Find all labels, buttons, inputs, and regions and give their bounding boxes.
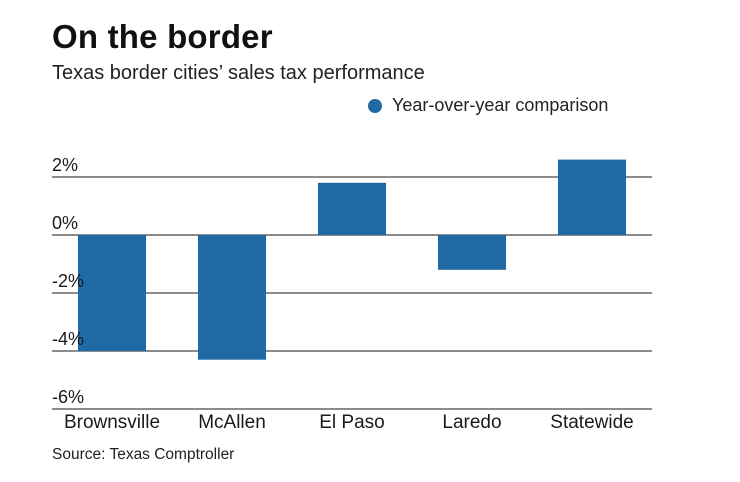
x-tick-label: Laredo (442, 412, 501, 433)
bar-mcallen (198, 235, 266, 360)
chart-subtitle: Texas border cities’ sales tax performan… (52, 62, 425, 84)
x-tick-label: Brownsville (64, 412, 160, 433)
legend-marker (368, 98, 382, 113)
gridlines (52, 176, 652, 410)
y-tick-label: -6% (52, 387, 84, 407)
y-tick-label: -2% (52, 271, 84, 291)
x-tick-label: El Paso (319, 412, 384, 433)
legend: Year-over-year comparison (368, 95, 608, 116)
legend-label: Year-over-year comparison (392, 95, 609, 115)
x-tick-label: McAllen (198, 412, 266, 433)
y-tick-label: 2% (52, 155, 78, 175)
y-tick-label: -4% (52, 329, 84, 349)
bar-el-paso (318, 182, 386, 235)
y-tick-label: 0% (52, 213, 78, 233)
bar-laredo (438, 235, 506, 270)
bar-brownsville (78, 235, 146, 351)
axis-labels: 2% 0% -2% -4% -6% Brownsville McAllen El Paso La… (52, 155, 634, 433)
source-note: Source: Texas Comptroller (52, 446, 235, 463)
bars (78, 159, 626, 360)
chart-title: On the border (52, 18, 273, 55)
x-tick-label: Statewide (550, 412, 633, 433)
bar-statewide (558, 159, 626, 235)
